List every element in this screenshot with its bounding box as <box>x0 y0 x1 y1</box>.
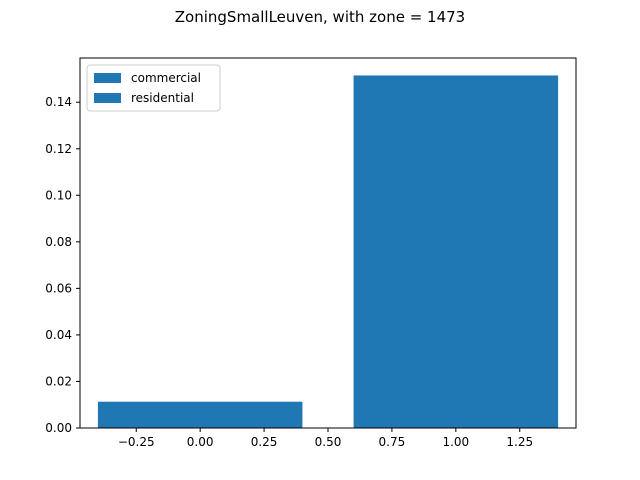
x-tick-label: 0.75 <box>379 435 406 449</box>
y-tick-label: 0.06 <box>45 281 72 295</box>
legend-label-1: residential <box>131 91 194 105</box>
axes-frame <box>79 57 577 429</box>
chart-title: ZoningSmallLeuven, with zone = 1473 <box>175 8 465 26</box>
x-tick-label: 0.50 <box>315 435 342 449</box>
bar-1 <box>353 75 559 429</box>
x-tick-label: 0.00 <box>187 435 214 449</box>
legend: commercial residential <box>86 64 221 112</box>
bar-0 <box>97 401 303 428</box>
plot-frame <box>79 57 577 429</box>
y-tick-label: 0.12 <box>45 142 72 156</box>
x-tick-label: −0.25 <box>118 435 155 449</box>
x-axis: −0.25 0.00 0.25 0.50 0.75 1.00 1.25 <box>118 428 533 449</box>
bars-group <box>97 75 559 429</box>
x-tick-label: 1.00 <box>442 435 469 449</box>
y-tick-label: 0.14 <box>45 95 72 109</box>
y-tick-label: 0.02 <box>45 374 72 388</box>
x-tick-label: 0.25 <box>251 435 278 449</box>
y-tick-label: 0.00 <box>45 421 72 435</box>
y-axis: 0.00 0.02 0.04 0.06 0.08 0.10 0.12 0.14 <box>45 95 80 435</box>
legend-swatch-1 <box>94 93 121 103</box>
legend-swatch-0 <box>94 73 121 83</box>
legend-label-0: commercial <box>131 71 201 85</box>
y-tick-label: 0.08 <box>45 235 72 249</box>
y-tick-label: 0.10 <box>45 188 72 202</box>
x-tick-label: 1.25 <box>506 435 533 449</box>
y-tick-label: 0.04 <box>45 328 72 342</box>
